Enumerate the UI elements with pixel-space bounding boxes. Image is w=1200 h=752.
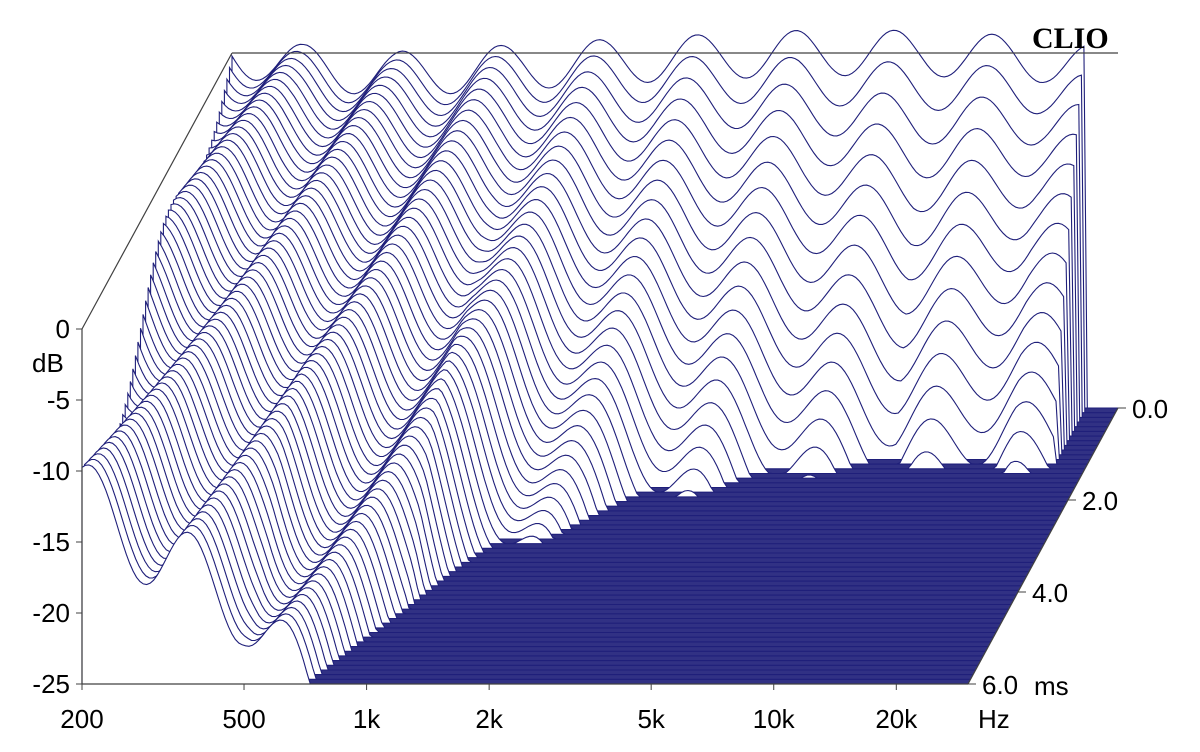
brand-logo: CLIO xyxy=(1032,22,1109,55)
y-tick-label: -20 xyxy=(32,598,70,628)
y-tick-label: -5 xyxy=(47,385,70,415)
chart-frame xyxy=(81,52,1119,685)
x-tick-label: 20k xyxy=(875,704,918,734)
y-tick-label: 0 xyxy=(56,314,70,344)
z-tick-label: 4.0 xyxy=(1032,578,1068,608)
z-tick-label: 0.0 xyxy=(1132,394,1168,424)
x-tick-label: 2k xyxy=(475,704,503,734)
y-tick-label: -15 xyxy=(32,527,70,557)
x-axis-ticks: 200 500 1k 2k 5k 10k 20k xyxy=(60,684,918,734)
x-tick-label: 1k xyxy=(353,704,381,734)
x-tick-label: 200 xyxy=(60,704,103,734)
y-axis-ticks: 0 -5 -10 -15 -20 -25 xyxy=(32,314,82,699)
depth-axis-line xyxy=(967,407,1119,685)
z-axis-ticks: 0.0 2.0 4.0 6.0 xyxy=(968,394,1168,700)
y-axis-label: dB xyxy=(32,348,64,378)
x-tick-label: 5k xyxy=(637,704,665,734)
decay-slices xyxy=(81,29,1118,685)
decay-slice xyxy=(94,436,981,662)
z-axis-label: ms xyxy=(1034,671,1069,701)
x-tick-label: 10k xyxy=(753,704,796,734)
decay-slice xyxy=(91,441,979,666)
y-tick-label: -25 xyxy=(32,669,70,699)
x-tick-label: 500 xyxy=(222,704,265,734)
z-tick-label: 2.0 xyxy=(1082,486,1118,516)
z-tick-label: 6.0 xyxy=(982,670,1018,700)
x-axis-label: Hz xyxy=(978,704,1010,734)
y-tick-label: -10 xyxy=(32,456,70,486)
rear-left-edge xyxy=(81,52,233,330)
